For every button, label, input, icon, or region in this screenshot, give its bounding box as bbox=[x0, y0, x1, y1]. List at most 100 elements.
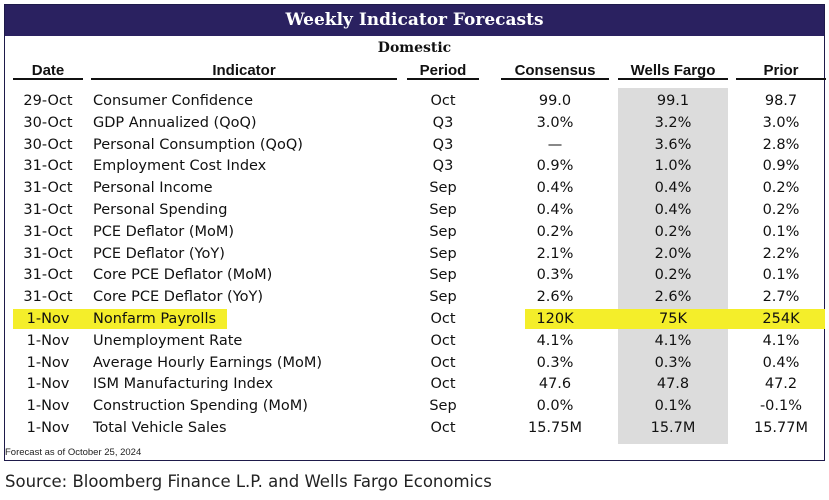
footnote: Forecast as of October 25, 2024 bbox=[5, 447, 142, 458]
row-wells-fargo: 0.2% bbox=[654, 267, 692, 284]
row-indicator: Average Hourly Earnings (MoM) bbox=[93, 354, 323, 371]
forecast-table-frame: Weekly Indicator Forecasts Domestic Date… bbox=[4, 4, 826, 461]
row-date: 31-Oct bbox=[23, 180, 73, 197]
row-wells-fargo: 15.7M bbox=[650, 419, 696, 436]
table-row: 31-Oct Employment Cost Index Q3 0.9% 1.0% 0.9… bbox=[5, 156, 824, 178]
table-row: 1-Nov Average Hourly Earnings (MoM) Oct 0.3… bbox=[5, 353, 824, 375]
row-period: Oct bbox=[430, 376, 456, 393]
row-indicator: Consumer Confidence bbox=[93, 93, 254, 109]
row-indicator: Total Vehicle Sales bbox=[93, 419, 227, 436]
row-date: 30-Oct bbox=[23, 136, 73, 153]
row-consensus: 0.3% bbox=[536, 354, 574, 371]
row-prior: 0.4% bbox=[762, 354, 800, 371]
row-date: 29-Oct bbox=[23, 93, 73, 109]
row-indicator: Unemployment Rate bbox=[93, 332, 243, 349]
row-prior: 0.2% bbox=[762, 180, 800, 197]
row-period: Sep bbox=[429, 180, 457, 197]
row-wells-fargo: 4.1% bbox=[654, 332, 692, 349]
row-indicator: PCE Deflator (YoY) bbox=[93, 245, 225, 262]
row-prior: 4.1% bbox=[762, 332, 800, 349]
table-row: 29-Oct Consumer Confidence Oct 99.0 99.1 98.7 bbox=[5, 91, 824, 113]
row-period: Oct bbox=[430, 310, 456, 327]
row-prior: 0.2% bbox=[762, 201, 800, 218]
highlight-marker-right bbox=[525, 309, 825, 329]
row-consensus: 0.2% bbox=[536, 223, 574, 240]
row-consensus: 47.6 bbox=[538, 376, 572, 393]
row-date: 1-Nov bbox=[26, 310, 70, 327]
row-consensus: 0.9% bbox=[536, 158, 574, 175]
row-consensus: 2.6% bbox=[536, 289, 574, 306]
row-indicator: GDP Annualized (QoQ) bbox=[93, 114, 257, 131]
table-row: 31-Oct PCE Deflator (YoY) Sep 2.1% 2.0% 2.2% bbox=[5, 244, 824, 266]
row-period: Sep bbox=[429, 267, 457, 284]
row-wells-fargo: 0.2% bbox=[654, 223, 692, 240]
row-prior: 2.8% bbox=[762, 136, 800, 153]
row-date: 1-Nov bbox=[26, 332, 70, 349]
row-prior: 2.2% bbox=[762, 245, 800, 262]
row-prior: 0.9% bbox=[762, 158, 800, 175]
table-row: 1-Nov Nonfarm Payrolls Oct 120K 75K 254K bbox=[5, 309, 824, 331]
header-wells-fargo: Wells Fargo bbox=[618, 61, 728, 80]
row-prior: 0.1% bbox=[762, 223, 800, 240]
row-consensus: — bbox=[547, 136, 563, 153]
row-indicator: Construction Spending (MoM) bbox=[93, 398, 308, 415]
row-date: 31-Oct bbox=[23, 201, 73, 218]
row-date: 1-Nov bbox=[26, 354, 70, 371]
row-wells-fargo: 99.1 bbox=[656, 93, 690, 109]
row-date: 31-Oct bbox=[23, 158, 73, 175]
row-prior: 15.77M bbox=[753, 419, 809, 436]
row-wells-fargo: 0.4% bbox=[654, 180, 692, 197]
row-wells-fargo: 2.6% bbox=[654, 289, 692, 306]
row-date: 1-Nov bbox=[26, 376, 70, 393]
row-date: 31-Oct bbox=[23, 245, 73, 262]
row-date: 1-Nov bbox=[26, 398, 70, 415]
row-consensus: 15.75M bbox=[527, 419, 583, 436]
row-indicator: Core PCE Deflator (YoY) bbox=[93, 289, 264, 306]
row-prior: 47.2 bbox=[764, 376, 798, 393]
row-consensus: 4.1% bbox=[536, 332, 574, 349]
table-row: 31-Oct Core PCE Deflator (MoM) Sep 0.3% 0.2%… bbox=[5, 265, 824, 287]
row-indicator: Personal Consumption (QoQ) bbox=[93, 136, 303, 153]
row-period: Q3 bbox=[432, 136, 454, 153]
row-wells-fargo: 0.1% bbox=[654, 398, 692, 415]
row-wells-fargo: 3.6% bbox=[654, 136, 692, 153]
row-indicator: PCE Deflator (MoM) bbox=[93, 223, 235, 240]
table-row: 30-Oct Personal Consumption (QoQ) Q3 — 3.6% 2… bbox=[5, 135, 824, 157]
row-consensus: 0.3% bbox=[536, 267, 574, 284]
wells-fargo-column-shading bbox=[618, 88, 728, 444]
row-period: Sep bbox=[429, 245, 457, 262]
row-period: Oct bbox=[430, 332, 456, 349]
row-period: Oct bbox=[430, 419, 456, 436]
table-row: 1-Nov Unemployment Rate Oct 4.1% 4.1% 4.1% bbox=[5, 331, 824, 353]
row-indicator: Nonfarm Payrolls bbox=[93, 310, 217, 327]
row-date: 30-Oct bbox=[23, 114, 73, 131]
row-prior: -0.1% bbox=[759, 398, 803, 415]
row-wells-fargo: 3.2% bbox=[654, 114, 692, 131]
row-period: Q3 bbox=[432, 158, 454, 175]
row-indicator: Employment Cost Index bbox=[93, 158, 267, 175]
table-row: 31-Oct Personal Spending Sep 0.4% 0.4% 0.2% bbox=[5, 200, 824, 222]
row-period: Sep bbox=[429, 289, 457, 306]
source-note: Source: Bloomberg Finance L.P. and Wells… bbox=[5, 472, 492, 491]
header-consensus: Consensus bbox=[501, 61, 609, 80]
table-row: 31-Oct PCE Deflator (MoM) Sep 0.2% 0.2% 0.1% bbox=[5, 222, 824, 244]
table-subtitle: Domestic bbox=[377, 40, 452, 56]
header-date: Date bbox=[13, 61, 83, 80]
table-row: 1-Nov Total Vehicle Sales Oct 15.75M 15.7M 15… bbox=[5, 418, 824, 440]
row-indicator: Core PCE Deflator (MoM) bbox=[93, 267, 273, 284]
row-prior: 254K bbox=[762, 310, 800, 327]
row-consensus: 3.0% bbox=[536, 114, 574, 131]
row-period: Sep bbox=[429, 201, 457, 218]
highlight-marker-left bbox=[13, 309, 227, 329]
header-prior: Prior bbox=[736, 61, 826, 80]
row-date: 31-Oct bbox=[23, 289, 73, 306]
row-period: Q3 bbox=[432, 114, 454, 131]
row-consensus: 0.4% bbox=[536, 201, 574, 218]
row-consensus: 120K bbox=[536, 310, 574, 327]
row-consensus: 2.1% bbox=[536, 245, 574, 262]
row-indicator: Personal Spending bbox=[93, 201, 228, 218]
row-date: 31-Oct bbox=[23, 223, 73, 240]
row-consensus: 0.4% bbox=[536, 180, 574, 197]
table-row: 1-Nov Construction Spending (MoM) Sep 0.0% 0… bbox=[5, 396, 824, 418]
table-row: 31-Oct Personal Income Sep 0.4% 0.4% 0.2% bbox=[5, 178, 824, 200]
